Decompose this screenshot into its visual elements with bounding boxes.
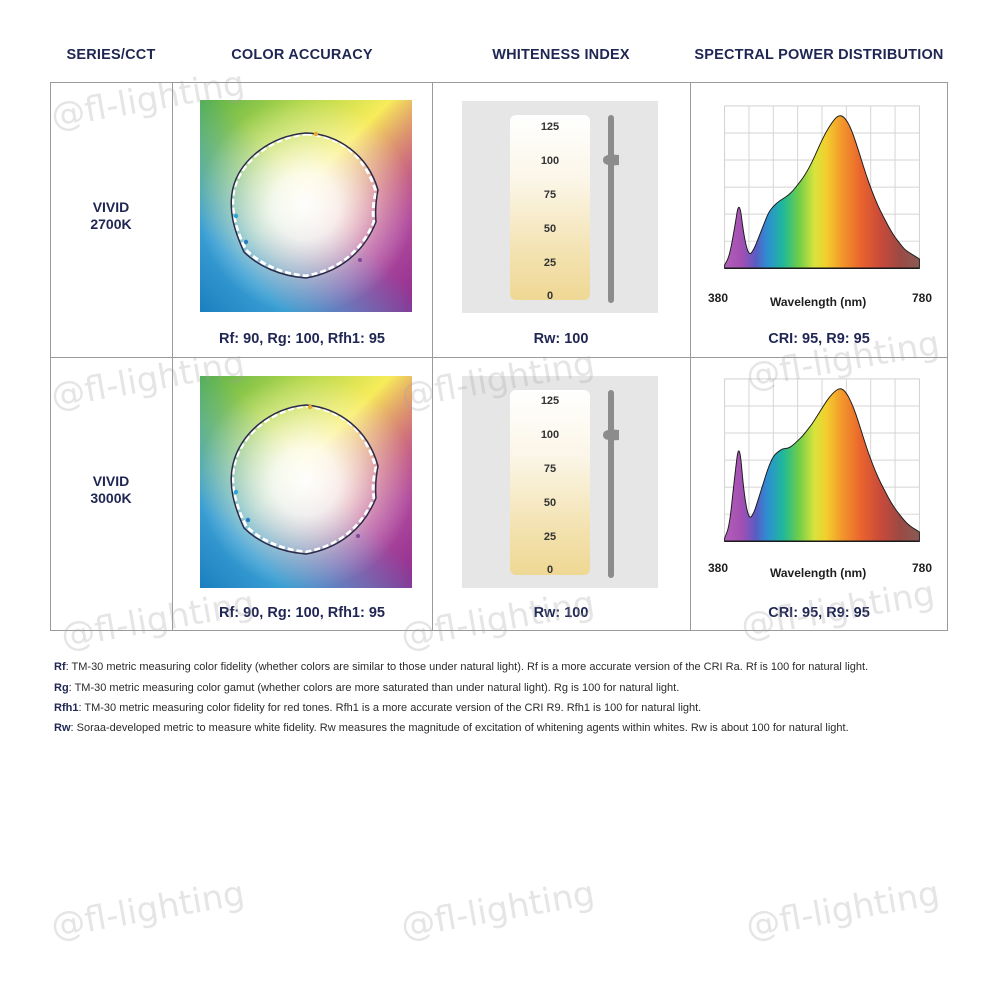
whiteness-caption-row1: Rw: 100 (533, 331, 589, 347)
tick-label: 50 (543, 223, 557, 235)
tick-label: 100 (540, 155, 560, 167)
whiteness-slider-track (608, 390, 614, 578)
legend-rg: Rg: TM-30 metric measuring color gamut (… (54, 682, 679, 695)
legend-term: Rw (54, 722, 71, 734)
x-tick-label: 380 (708, 291, 729, 305)
tick-label: 125 (540, 395, 560, 407)
tick-label: 125 (540, 121, 560, 133)
spd-area-series (724, 388, 920, 542)
column-divider (432, 83, 433, 630)
row-divider (51, 357, 947, 358)
whiteness-index-chart-row2: 125 100 75 50 25 0 (462, 376, 658, 588)
spd-area-series (724, 115, 920, 269)
spd-caption-row1: CRI: 95, R9: 95 (768, 331, 870, 347)
x-axis-label: Wavelength (nm) (770, 566, 867, 580)
color-accuracy-caption-row1: Rf: 90, Rg: 100, Rfh1: 95 (219, 331, 385, 347)
tick-label: 75 (543, 189, 557, 201)
color-vector-graphic-row2 (200, 376, 412, 588)
color-vector-graphic-row1 (200, 100, 412, 312)
color-accuracy-caption-row2: Rf: 90, Rg: 100, Rfh1: 95 (219, 605, 385, 621)
spd-caption-row2: CRI: 95, R9: 95 (768, 605, 870, 621)
header-color-accuracy: COLOR ACCURACY (231, 47, 373, 63)
legend-term: Rg (54, 682, 69, 694)
tick-label: 25 (543, 531, 557, 543)
series-name: VIVID (92, 199, 130, 215)
x-tick-label: 780 (912, 291, 933, 305)
gamut-outline (230, 404, 379, 555)
whiteness-caption-row2: Rw: 100 (533, 605, 589, 621)
column-divider (172, 83, 173, 630)
watermark: @fl-lighting (48, 873, 248, 947)
gamut-outline (230, 131, 379, 279)
tick-label: 75 (543, 463, 557, 475)
series-label-row1: VIVID 2700K (50, 199, 172, 233)
header-whiteness-index: WHITENESS INDEX (492, 47, 630, 63)
tick-label: 50 (543, 497, 557, 509)
whiteness-index-chart-row1: 125 100 75 50 25 0 (462, 101, 658, 313)
comparison-table (50, 82, 948, 631)
header-series: SERIES/CCT (66, 47, 156, 63)
series-cct: 3000K (90, 490, 132, 506)
whiteness-scale (510, 390, 590, 575)
whiteness-marker (603, 154, 619, 166)
series-label-row2: VIVID 3000K (50, 473, 172, 507)
x-tick-label: 780 (912, 561, 933, 575)
x-axis-label: Wavelength (nm) (770, 295, 867, 309)
header-spd: SPECTRAL POWER DISTRIBUTION (694, 47, 944, 63)
tick-label: 0 (546, 564, 554, 576)
legend-text: : TM-30 metric measuring color fidelity … (78, 702, 702, 714)
series-cct: 2700K (90, 216, 132, 232)
spd-chart-row1 (724, 105, 920, 269)
whiteness-slider-track (608, 115, 614, 303)
spd-chart-row2 (724, 378, 920, 542)
tick-label: 100 (540, 429, 560, 441)
legend-text: : TM-30 metric measuring color gamut (wh… (68, 682, 680, 694)
legend-text: : TM-30 metric measuring color fidelity … (65, 661, 869, 673)
legend-rf: Rf: TM-30 metric measuring color fidelit… (54, 661, 868, 674)
tick-label: 25 (543, 257, 557, 269)
watermark: @fl-lighting (398, 873, 598, 947)
tick-label: 0 (546, 290, 554, 302)
watermark: @fl-lighting (743, 873, 943, 947)
legend-term: Rfh1 (54, 702, 79, 714)
x-tick-label: 380 (708, 561, 729, 575)
whiteness-marker (603, 429, 619, 441)
legend-rw: Rw: Soraa-developed metric to measure wh… (54, 722, 849, 735)
legend-text: : Soraa-developed metric to measure whit… (70, 722, 849, 734)
legend-rfh1: Rfh1: TM-30 metric measuring color fidel… (54, 702, 701, 715)
legend-term: Rf (54, 661, 66, 673)
whiteness-scale (510, 115, 590, 300)
column-divider (690, 83, 691, 630)
series-name: VIVID (92, 473, 130, 489)
